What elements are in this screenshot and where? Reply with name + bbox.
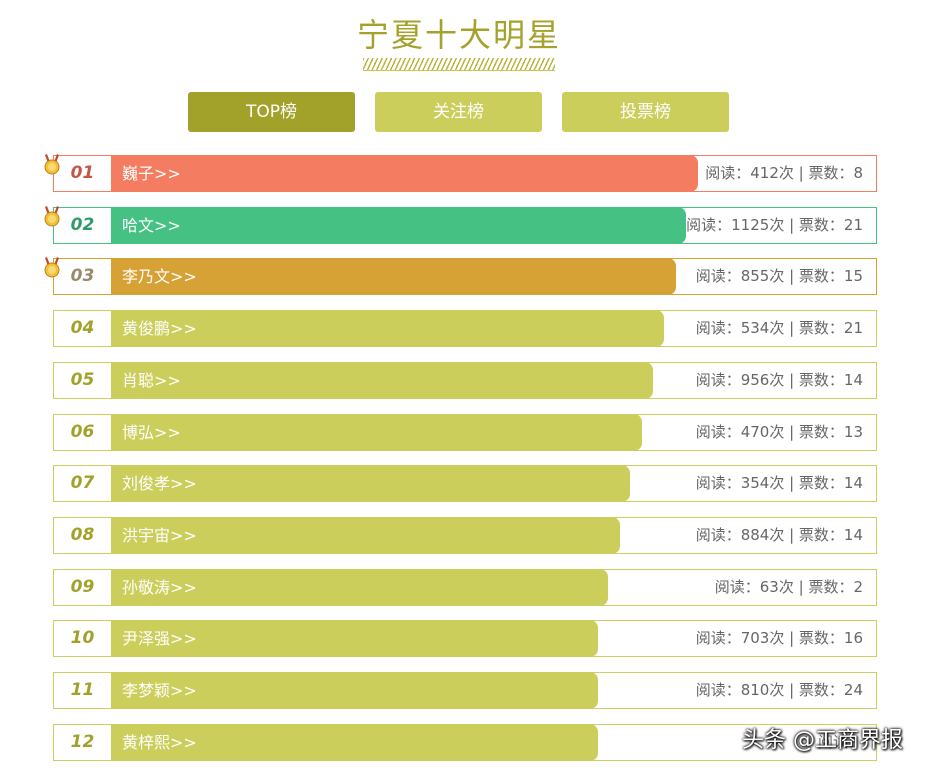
read-vote-stats: 阅读： — [817, 733, 863, 751]
rank-bar — [111, 414, 642, 451]
read-vote-stats: 阅读：703次 | 票数：16 — [695, 629, 863, 647]
rank-bar — [111, 155, 698, 192]
rank-number: 10 — [70, 628, 95, 648]
rank-bar — [111, 310, 664, 347]
ranking-row[interactable]: 10 尹泽强>> 阅读：703次 | 票数：16 — [53, 620, 877, 657]
tab-bar: TOP榜 关注榜 投票榜 — [0, 92, 925, 132]
read-vote-stats: 阅读：956次 | 票数：14 — [695, 371, 863, 389]
read-vote-stats: 阅读：534次 | 票数：21 — [695, 319, 863, 337]
rank-number: 02 — [70, 215, 95, 235]
read-vote-stats: 阅读：884次 | 票数：14 — [695, 526, 863, 544]
rank-number: 04 — [70, 318, 95, 338]
rank-bar — [111, 672, 598, 709]
star-name-link[interactable]: 孙敬涛>> — [122, 578, 197, 597]
star-name-link[interactable]: 肖聪>> — [122, 371, 181, 390]
rank-bar — [111, 465, 630, 502]
ranking-row[interactable]: 05 肖聪>> 阅读：956次 | 票数：14 — [53, 362, 877, 399]
star-name-link[interactable]: 刘俊孝>> — [122, 474, 197, 493]
read-vote-stats: 阅读：810次 | 票数：24 — [695, 681, 863, 699]
rank-number: 06 — [70, 422, 95, 442]
star-name-link[interactable]: 黄俊鹏>> — [122, 319, 197, 338]
ranking-row[interactable]: 09 孙敬涛>> 阅读：63次 | 票数：2 — [53, 569, 877, 606]
star-name-link[interactable]: 李梦颖>> — [122, 681, 197, 700]
ranking-row[interactable]: 02 哈文>> 阅读：1125次 | 票数：21 — [44, 206, 877, 244]
rank-bar — [111, 620, 598, 657]
medal-icon — [44, 206, 60, 227]
star-name-link[interactable]: 哈文>> — [122, 216, 181, 235]
rank-bar — [111, 724, 598, 761]
medal-icon — [44, 257, 60, 278]
tab-follow[interactable]: 关注榜 — [375, 92, 542, 132]
ranking-row[interactable]: 01 巍子>> 阅读：412次 | 票数：8 — [44, 154, 877, 192]
medal-icon — [44, 154, 60, 175]
rank-bar — [111, 362, 653, 399]
ranking-row[interactable]: 08 洪宇宙>> 阅读：884次 | 票数：14 — [53, 517, 877, 554]
ranking-row[interactable]: 12 黄梓熙>> 阅读： — [53, 724, 877, 761]
page-title: 宁夏十大明星 — [356, 16, 561, 54]
rank-bar — [111, 517, 620, 554]
rank-number: 09 — [70, 577, 95, 597]
star-name-link[interactable]: 巍子>> — [122, 164, 181, 183]
rank-bar — [111, 258, 676, 295]
ranking-row[interactable]: 06 博弘>> 阅读：470次 | 票数：13 — [53, 414, 877, 451]
star-name-link[interactable]: 博弘>> — [122, 423, 181, 442]
star-name-link[interactable]: 黄梓熙>> — [122, 733, 197, 752]
ranking-row[interactable]: 03 李乃文>> 阅读：855次 | 票数：15 — [44, 257, 877, 295]
read-vote-stats: 阅读：1125次 | 票数：21 — [686, 216, 863, 234]
rank-number: 05 — [70, 370, 95, 390]
read-vote-stats: 阅读：354次 | 票数：14 — [695, 474, 863, 492]
title-decoration — [363, 58, 555, 71]
rank-number: 08 — [70, 525, 95, 545]
ranking-row[interactable]: 04 黄俊鹏>> 阅读：534次 | 票数：21 — [53, 310, 877, 347]
star-name-link[interactable]: 洪宇宙>> — [122, 526, 197, 545]
rank-number: 12 — [70, 732, 95, 752]
tab-top[interactable]: TOP榜 — [188, 92, 355, 132]
tab-vote[interactable]: 投票榜 — [562, 92, 729, 132]
rank-bar — [111, 207, 686, 244]
rank-number: 11 — [70, 680, 95, 700]
watermark-text: 头条 @工商界报 — [742, 728, 903, 753]
star-name-link[interactable]: 尹泽强>> — [122, 629, 197, 648]
rank-bar — [111, 569, 608, 606]
star-name-link[interactable]: 李乃文>> — [122, 267, 197, 286]
rank-number: 07 — [70, 473, 95, 493]
read-vote-stats: 阅读：855次 | 票数：15 — [695, 267, 863, 285]
ranking-row[interactable]: 11 李梦颖>> 阅读：810次 | 票数：24 — [53, 672, 877, 709]
read-vote-stats: 阅读：63次 | 票数：2 — [714, 578, 863, 596]
read-vote-stats: 阅读：412次 | 票数：8 — [705, 164, 863, 182]
read-vote-stats: 阅读：470次 | 票数：13 — [695, 423, 863, 441]
ranking-row[interactable]: 07 刘俊孝>> 阅读：354次 | 票数：14 — [53, 465, 877, 502]
rank-number: 03 — [70, 266, 95, 286]
rank-number: 01 — [70, 163, 95, 183]
